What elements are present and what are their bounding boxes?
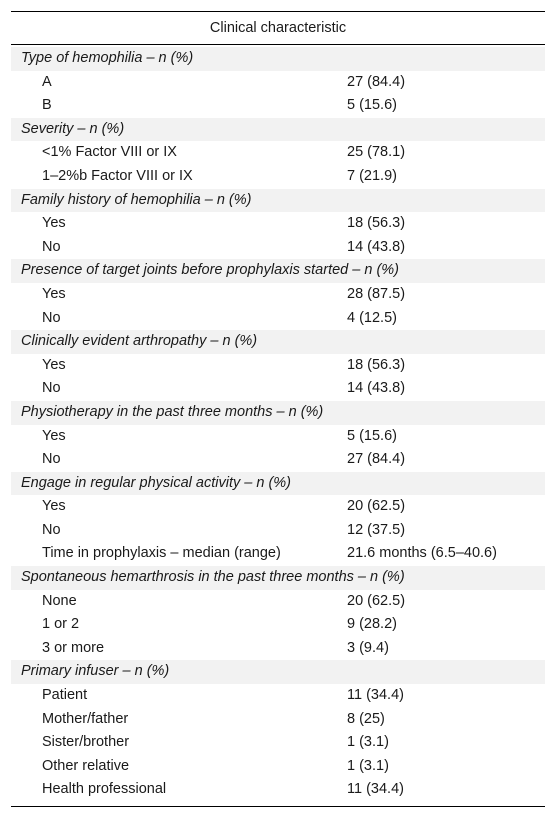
row-label: 3 or more (42, 639, 105, 656)
table-row: Yes 18 (56.3) (11, 212, 545, 236)
row-value: 20 (62.5) (347, 592, 406, 609)
row-label: Yes (42, 285, 66, 302)
table-row: No 12 (37.5) (11, 519, 545, 543)
row-value: 25 (78.1) (347, 144, 406, 161)
section-title: Engage in regular physical activity – n … (11, 471, 545, 496)
table-row: No 14 (43.8) (11, 377, 545, 401)
table-row: No 14 (43.8) (11, 236, 545, 260)
table-row: 1 or 2 9 (28.2) (11, 613, 545, 637)
section-title: Clinically evident arthropathy – n (%) (11, 330, 545, 354)
table-row: Other relative 1 (3.1) (11, 755, 545, 779)
section-title: Severity – n (%) (11, 117, 545, 142)
row-value: 27 (84.4) (347, 451, 406, 468)
row-label: No (42, 451, 61, 468)
row-label: No (42, 380, 61, 397)
row-label: No (42, 521, 61, 538)
section-title: Family history of hemophilia – n (%) (11, 188, 545, 213)
row-value: 21.6 months (6.5–40.6) (347, 545, 497, 562)
table-row: B 5 (15.6) (11, 94, 545, 118)
table-row: Yes 5 (15.6) (11, 425, 545, 449)
row-value: 5 (15.6) (347, 427, 397, 444)
row-value: 1 (3.1) (347, 757, 389, 774)
row-label: No (42, 309, 61, 326)
row-label: No (42, 238, 61, 255)
row-value: 11 (34.4) (347, 781, 404, 798)
table-top-rule (11, 11, 545, 12)
row-value: 28 (87.5) (347, 285, 406, 302)
row-value: 20 (62.5) (347, 498, 406, 515)
section-title: Presence of target joints before prophyl… (11, 259, 545, 283)
table-row: <1% Factor VIII or IX 25 (78.1) (11, 141, 545, 165)
row-value: 18 (56.3) (347, 356, 406, 373)
row-value: 9 (28.2) (347, 616, 397, 633)
table-header-rule (11, 44, 545, 45)
row-label: Sister/brother (42, 734, 130, 751)
row-label: None (42, 592, 77, 609)
row-label: Yes (42, 215, 66, 232)
row-label: Yes (42, 356, 66, 373)
table-row: 1–2%b Factor VIII or IX 7 (21.9) (11, 165, 545, 189)
row-label: Other relative (42, 757, 130, 774)
row-value: 27 (84.4) (347, 73, 406, 90)
row-value: 3 (9.4) (347, 639, 389, 656)
row-value: 4 (12.5) (347, 309, 397, 326)
row-label: Patient (42, 687, 88, 704)
row-value: 18 (56.3) (347, 215, 406, 232)
table-row: No 27 (84.4) (11, 448, 545, 472)
table-row: 3 or more 3 (9.4) (11, 637, 545, 661)
row-label: 1–2%b Factor VIII or IX (42, 167, 193, 184)
section-title: Primary infuser – n (%) (11, 660, 545, 685)
section-title: Spontaneous hemarthrosis in the past thr… (11, 566, 545, 590)
row-label: Yes (42, 498, 66, 515)
table-row: Time in prophylaxis – median (range) 21.6… (11, 542, 545, 566)
table-row: Yes 28 (87.5) (11, 283, 545, 307)
row-label: Yes (42, 427, 66, 444)
table-bottom-rule (11, 806, 545, 807)
row-label: B (42, 97, 52, 114)
row-value: 14 (43.8) (347, 238, 406, 255)
table-row: Yes 20 (62.5) (11, 495, 545, 519)
row-value: 14 (43.8) (347, 380, 406, 397)
row-value: 1 (3.1) (347, 734, 389, 751)
row-label: Health professional (42, 781, 167, 798)
row-value: 5 (15.6) (347, 97, 397, 114)
table-row: No 4 (12.5) (11, 307, 545, 331)
table-row: Health professional 11 (34.4) (11, 778, 545, 802)
row-value: 11 (34.4) (347, 687, 404, 704)
row-label: Time in prophylaxis – median (range) (42, 545, 281, 562)
row-label: <1% Factor VIII or IX (42, 144, 177, 161)
row-label: A (42, 73, 52, 90)
table-header: Clinical characteristic (209, 20, 347, 36)
table-row: Yes 18 (56.3) (11, 354, 545, 378)
section-title: Type of hemophilia – n (%) (11, 47, 545, 71)
table-row: A 27 (84.4) (11, 71, 545, 95)
table-row: Patient 11 (34.4) (11, 684, 545, 708)
section-title: Physiotherapy in the past three months –… (11, 400, 545, 425)
clinical-characteristics-table: Clinical characteristic Type of hemophil… (11, 11, 545, 807)
table-row: Sister/brother 1 (3.1) (11, 731, 545, 755)
row-value: 7 (21.9) (347, 167, 397, 184)
row-label: 1 or 2 (42, 616, 80, 633)
table-row: None 20 (62.5) (11, 590, 545, 614)
table-row: Mother/father 8 (25) (11, 708, 545, 732)
row-label: Mother/father (42, 710, 129, 727)
row-value: 12 (37.5) (347, 521, 406, 538)
table-body: Type of hemophilia – n (%) A 27 (84.4) B 5 (… (11, 45, 545, 806)
row-value: 8 (25) (347, 710, 385, 727)
